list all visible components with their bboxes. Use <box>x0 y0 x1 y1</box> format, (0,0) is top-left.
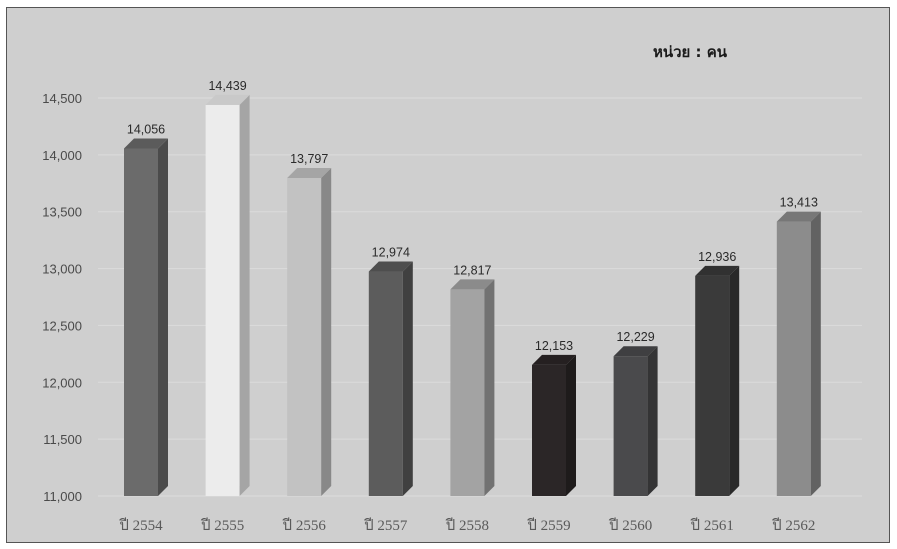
bar-front <box>532 364 566 496</box>
bar <box>368 261 413 496</box>
data-label: 14,439 <box>208 79 246 93</box>
bar-side <box>158 138 168 496</box>
x-category-label: ปี 2555 <box>200 517 244 534</box>
bar-side <box>566 354 576 496</box>
bar <box>532 354 576 496</box>
data-label: 12,936 <box>698 250 736 264</box>
bar-top <box>368 261 413 272</box>
bar-top <box>776 211 821 222</box>
bar-front <box>695 275 730 496</box>
x-axis-categories: ปี 2554 ปี 2555 ปี 2556 ปี 2557 ปี 2558 ปี 25… <box>118 517 815 534</box>
bar-front <box>124 148 158 496</box>
x-category-label: ปี 2559 <box>526 517 570 534</box>
x-category-label: ปี 2560 <box>608 517 652 534</box>
x-category-label: ปี 2557 <box>363 517 408 534</box>
data-label: 13,797 <box>290 152 328 166</box>
bar-side <box>239 94 250 496</box>
bar-front <box>287 177 322 496</box>
y-tick-label: 14,500 <box>42 91 82 106</box>
bar-top <box>124 138 168 149</box>
bar <box>695 265 740 496</box>
y-tick-label: 13,000 <box>42 262 82 277</box>
bar-side <box>810 211 821 496</box>
bar-top <box>532 354 576 365</box>
bar-top <box>287 167 332 178</box>
y-tick-label: 13,500 <box>42 205 82 220</box>
bar-front <box>368 271 403 496</box>
x-category-label: ปี 2556 <box>282 517 327 534</box>
bar-side <box>647 346 658 496</box>
bar-side <box>402 261 413 496</box>
bar <box>124 138 168 496</box>
bar-front <box>205 104 240 496</box>
unit-label: หน่วย : คน <box>653 43 728 61</box>
bar-side <box>484 279 495 496</box>
data-label: 12,974 <box>372 246 410 260</box>
x-category-label: ปี 2554 <box>118 517 163 534</box>
bar-front <box>613 356 648 496</box>
y-tick-label: 11,000 <box>43 489 82 504</box>
data-label: 12,229 <box>616 330 654 344</box>
bar <box>776 211 821 496</box>
bar-front <box>450 289 485 496</box>
x-category-label: ปี 2561 <box>690 517 734 534</box>
bar <box>287 167 332 496</box>
y-tick-label: 11,500 <box>43 432 82 447</box>
y-tick-label: 12,000 <box>42 375 82 390</box>
bar-side <box>729 265 740 496</box>
bars: 14,056 14,439 13,797 12,974 12,817 12,153 12,2… <box>124 79 821 496</box>
bar-top <box>450 279 495 290</box>
bar <box>613 346 658 496</box>
bar <box>205 94 250 496</box>
bar <box>450 279 495 496</box>
data-label: 12,817 <box>453 263 491 277</box>
bar-top <box>205 94 250 105</box>
x-category-label: ปี 2558 <box>445 517 489 534</box>
bar-top <box>695 265 740 276</box>
y-tick-label: 12,500 <box>42 318 82 333</box>
data-label: 14,056 <box>127 122 165 136</box>
data-label: 12,153 <box>535 339 573 353</box>
bar-top <box>613 346 658 357</box>
x-category-label: ปี 2562 <box>771 517 815 534</box>
y-axis-ticks: 11,000 11,500 12,000 12,500 13,000 13,500 14,0… <box>42 91 82 504</box>
bar-side <box>321 167 332 496</box>
y-tick-label: 14,000 <box>42 148 82 163</box>
data-label: 13,413 <box>780 196 818 210</box>
bar-front <box>776 221 811 496</box>
